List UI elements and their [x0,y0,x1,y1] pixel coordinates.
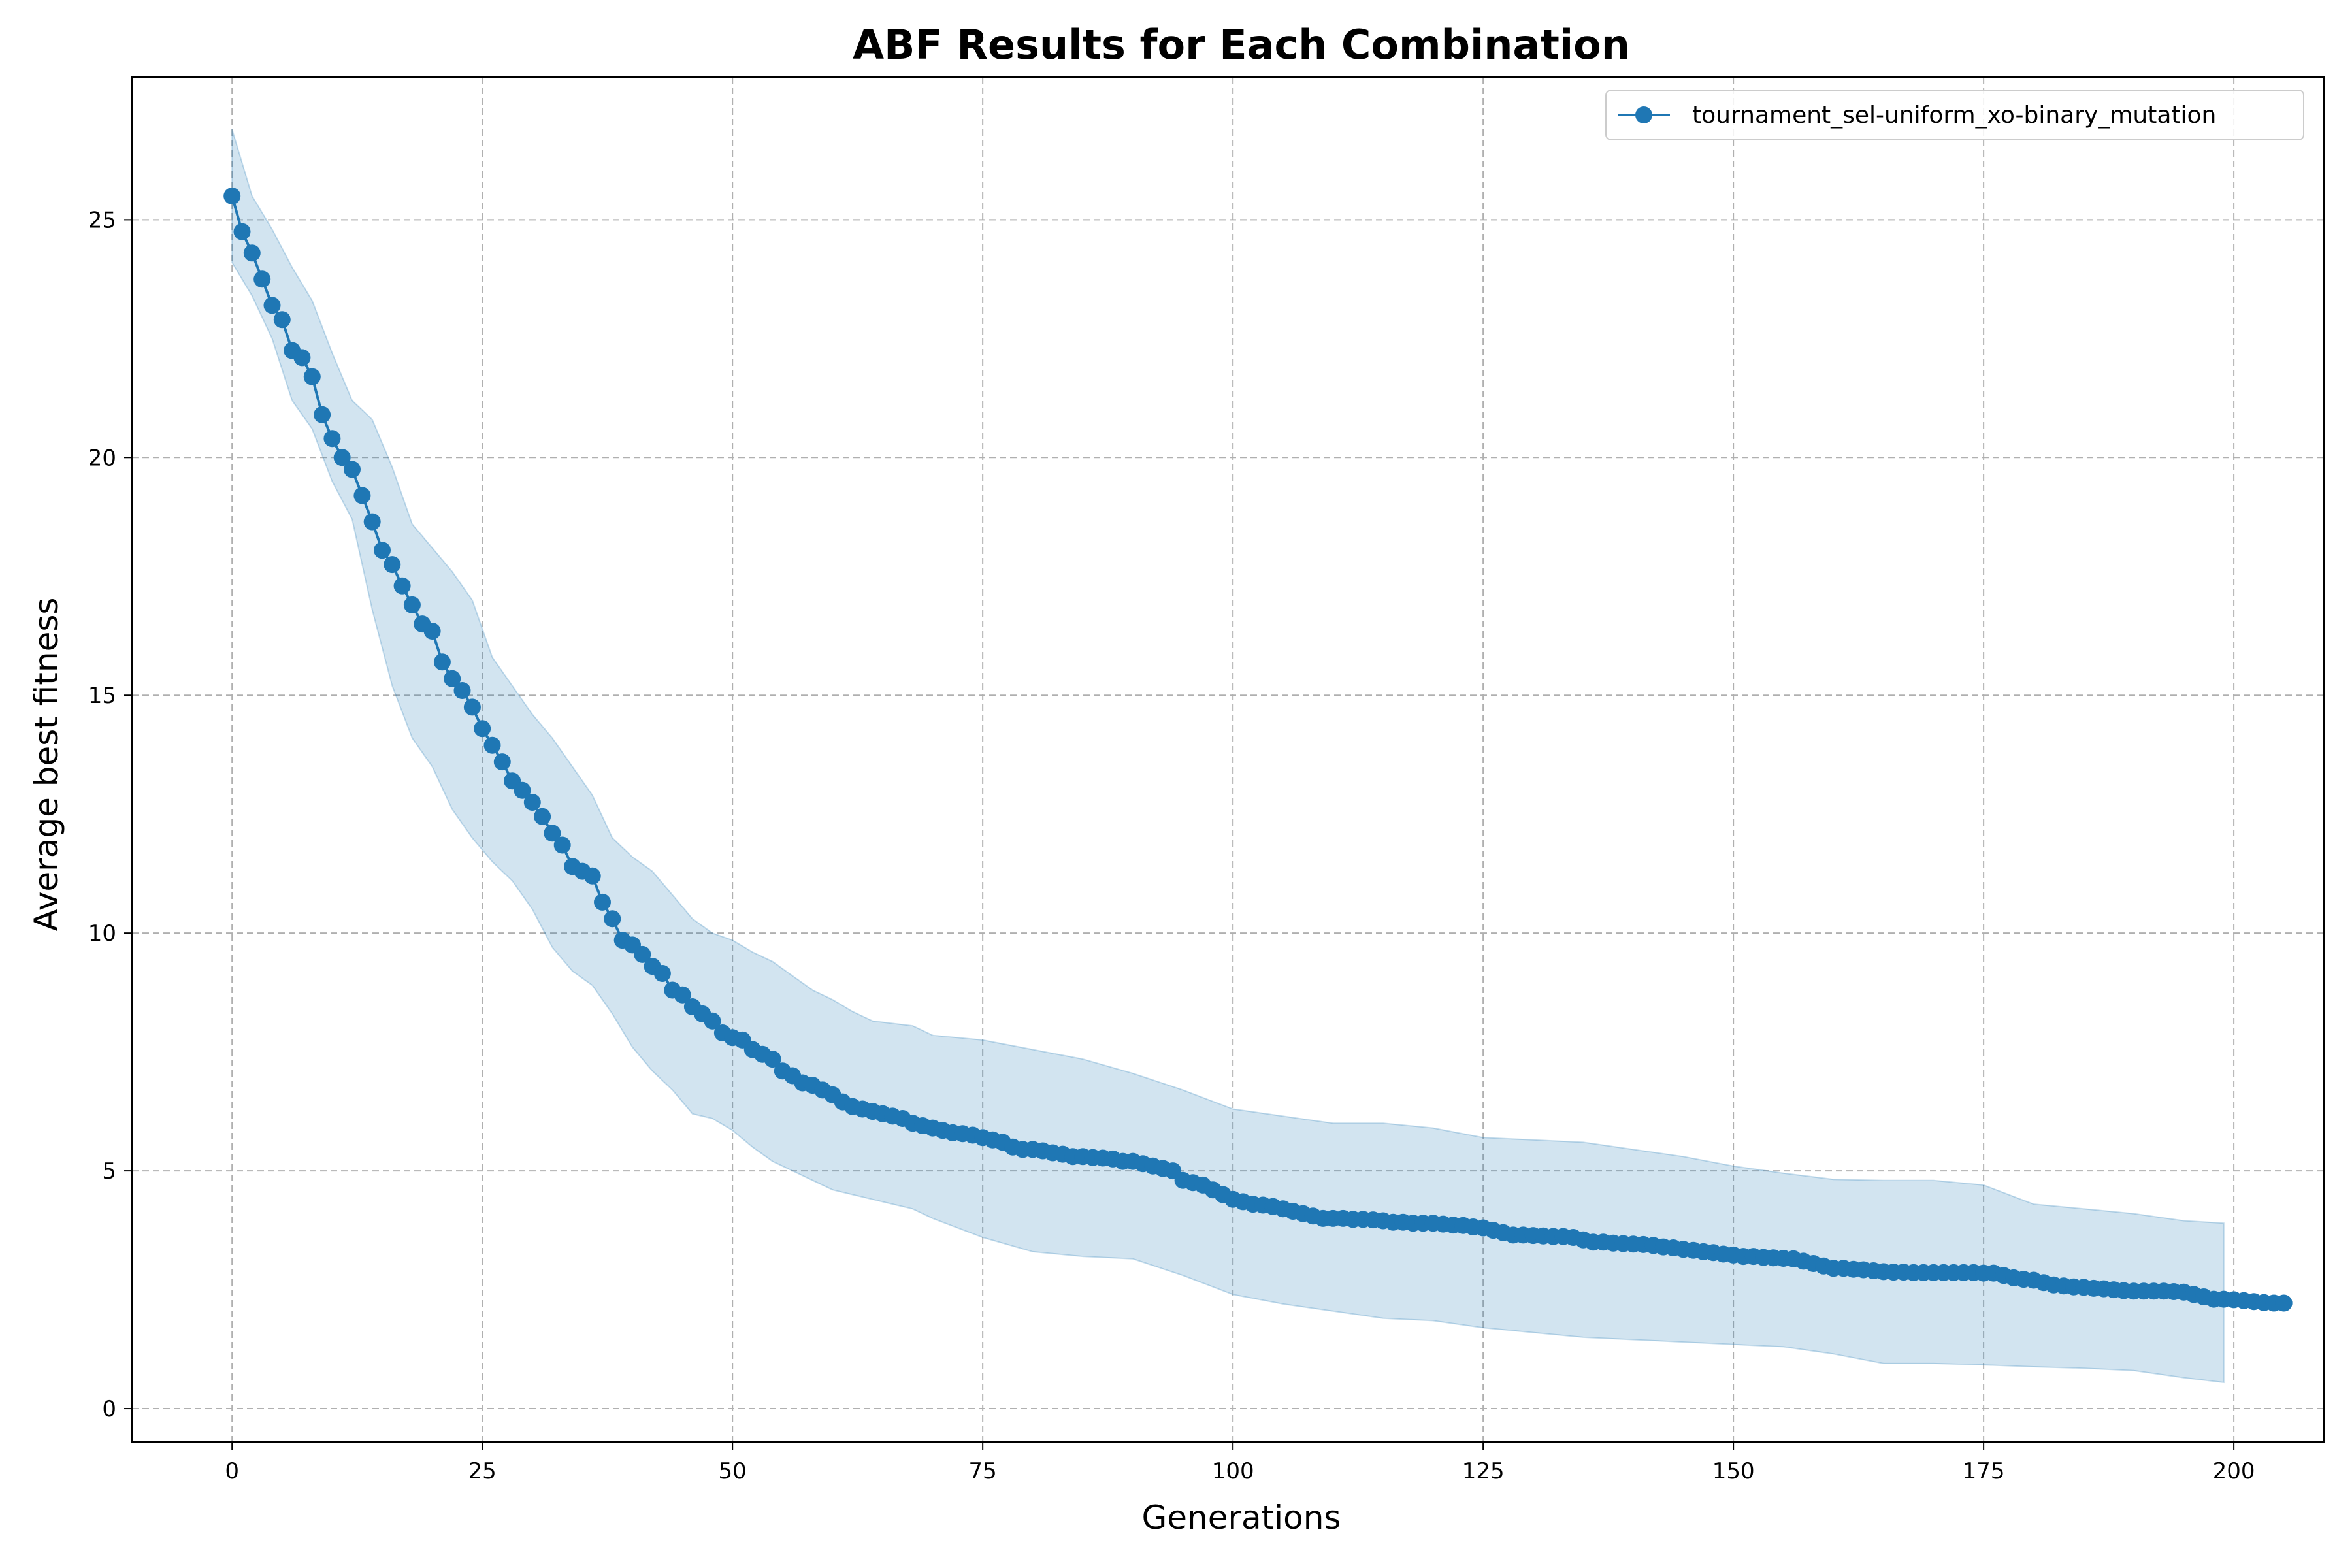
legend-box [1605,90,2304,140]
x-tick-label: 25 [468,1458,497,1484]
data-point [293,349,311,367]
data-point [273,311,291,329]
data-point [403,596,421,613]
data-point [353,487,371,504]
x-tick-label: 125 [1462,1458,1505,1484]
data-point [483,736,501,754]
data-point [314,406,331,423]
data-point [594,893,611,911]
data-point [444,670,461,687]
x-tick-label: 0 [225,1458,239,1484]
data-point [583,867,601,885]
data-point [604,910,621,928]
data-point [544,825,561,842]
data-point [263,297,281,314]
data-point [474,720,491,738]
data-point [553,836,571,854]
y-tick-label: 0 [102,1396,116,1422]
data-point [2275,1294,2293,1312]
data-point [253,270,271,288]
data-point [384,556,401,574]
legend-entry-label: tournament_sel-uniform_xo-binary_mutatio… [1692,102,2216,129]
confidence-band [231,129,2225,1384]
plot-area-frame [131,76,2325,1443]
y-axis-title: Average best fitness [27,598,65,932]
confidence-band-layer [231,129,2225,1384]
data-point [514,781,531,799]
series-layer [223,188,2293,1312]
y-tick-label: 25 [88,207,116,233]
data-point [523,794,541,811]
data-point [233,223,251,240]
x-tick-label: 75 [969,1458,997,1484]
x-tick-label: 150 [1712,1458,1755,1484]
x-axis-title: Generations [1142,1499,1341,1537]
y-tick-label: 15 [88,683,116,709]
data-point [764,1051,781,1068]
data-point [393,577,411,595]
data-point [223,188,241,204]
data-point [534,808,551,825]
data-point [453,682,471,699]
y-tick-label: 20 [88,445,116,471]
x-tick-label: 175 [1963,1458,2005,1484]
data-point [704,1012,721,1030]
y-tick-label: 5 [102,1158,116,1184]
legend-marker-swatch [1635,106,1652,123]
x-tick-label: 100 [1212,1458,1254,1484]
data-point [493,753,511,771]
legend: tournament_sel-uniform_xo-binary_mutatio… [1605,90,2304,140]
data-point [463,698,481,716]
y-axis-ticks: 0 5 10 15 20 25 [88,207,132,1422]
data-point [653,965,671,982]
data-point [243,244,261,262]
data-point [674,986,691,1004]
data-point [433,653,451,671]
x-tick-label: 200 [2213,1458,2255,1484]
data-point [374,542,391,559]
x-axis-ticks: 0 25 50 75 100 125 150 175 200 [225,1442,2255,1484]
data-point [303,368,321,385]
x-tick-label: 50 [719,1458,747,1484]
data-point [363,513,381,531]
data-point [423,623,441,640]
chart-title: ABF Results for Each Combination [853,21,1630,69]
data-point [634,945,651,963]
data-point [323,430,341,448]
gridlines [132,77,2324,1442]
y-tick-label: 10 [88,921,116,947]
data-point [333,449,351,466]
data-point [344,461,361,478]
